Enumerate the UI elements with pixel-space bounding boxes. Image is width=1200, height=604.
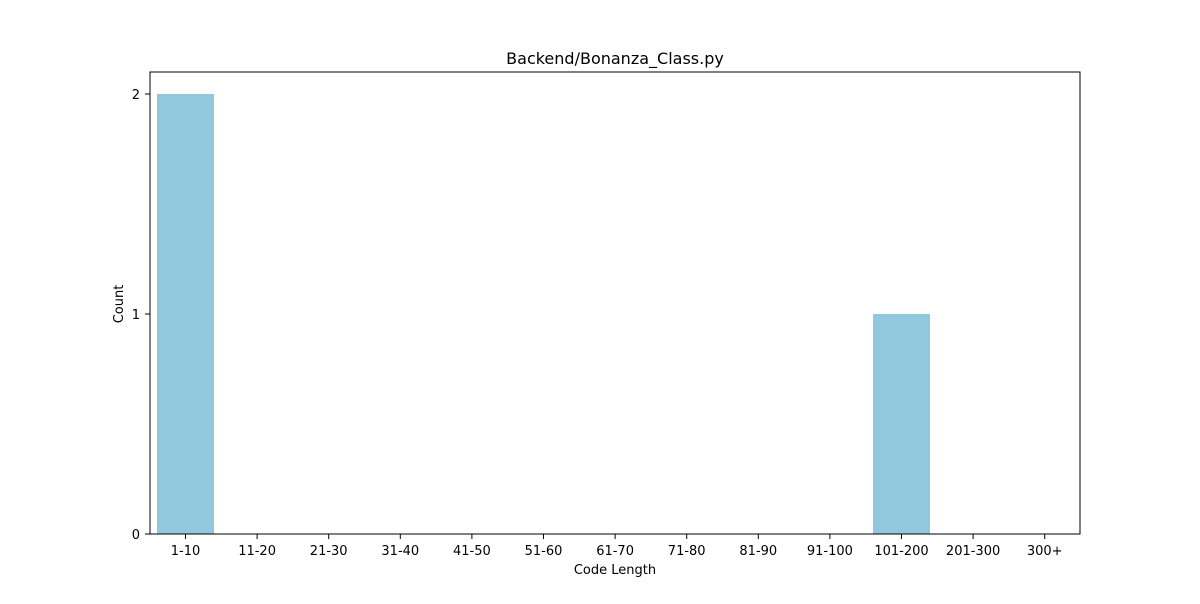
y-axis-ticks: 0 1 2 [132,88,150,543]
x-tick-label: 81-90 [739,544,777,559]
x-axis-ticks: 1-10 11-20 21-30 31-40 41-50 51-60 61-70 71-80 8… [171,534,1063,559]
bar-101-200 [873,314,930,534]
chart-title: Backend/Bonanza_Class.py [506,49,724,69]
y-tick-label: 1 [132,308,140,323]
x-tick-label: 201-300 [946,544,1000,559]
x-tick-label: 1-10 [171,544,201,559]
x-tick-label: 41-50 [453,544,491,559]
x-tick-label: 101-200 [874,544,928,559]
bar-1-10 [157,94,214,534]
x-tick-label: 91-100 [807,544,853,559]
y-tick-label: 2 [132,88,140,103]
x-tick-label: 51-60 [525,544,563,559]
plot-area-frame [149,71,1081,535]
x-tick-label: 61-70 [596,544,634,559]
bars-layer [157,94,930,534]
x-tick-label: 21-30 [310,544,348,559]
x-tick-label: 31-40 [381,544,419,559]
y-tick-label: 0 [132,528,140,543]
x-tick-label: 300+ [1027,544,1063,559]
y-axis-label: Count [112,285,127,324]
x-tick-label: 71-80 [668,544,706,559]
x-tick-label: 11-20 [238,544,276,559]
x-axis-label: Code Length [574,563,656,578]
